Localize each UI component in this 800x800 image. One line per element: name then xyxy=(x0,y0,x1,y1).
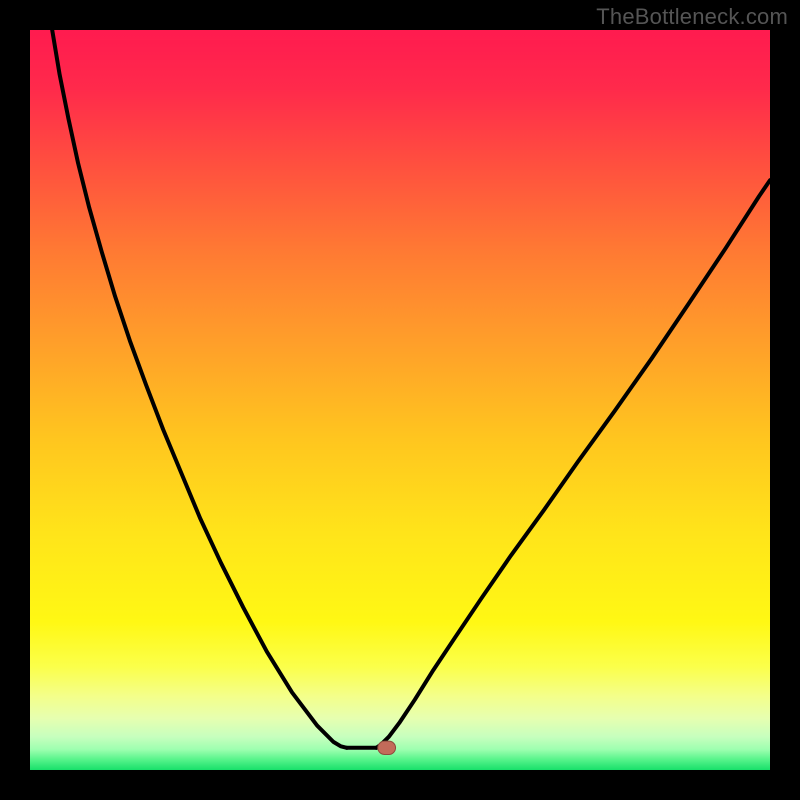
chart-frame xyxy=(770,0,800,800)
chart-frame xyxy=(0,0,800,30)
optimum-marker xyxy=(378,741,396,754)
bottleneck-chart xyxy=(0,0,800,800)
chart-frame xyxy=(0,770,800,800)
plot-background xyxy=(30,30,770,770)
chart-frame xyxy=(0,0,30,800)
chart-container: TheBottleneck.com xyxy=(0,0,800,800)
